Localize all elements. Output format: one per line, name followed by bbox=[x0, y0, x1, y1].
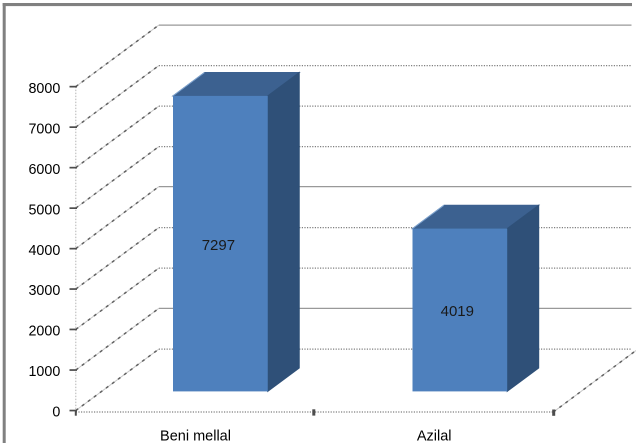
svg-text:5000: 5000 bbox=[28, 202, 60, 218]
svg-text:0: 0 bbox=[52, 405, 60, 421]
svg-text:2000: 2000 bbox=[28, 324, 60, 340]
svg-text:8000: 8000 bbox=[28, 81, 60, 97]
svg-text:6000: 6000 bbox=[28, 162, 60, 178]
svg-text:4019: 4019 bbox=[441, 303, 474, 320]
svg-text:4000: 4000 bbox=[28, 243, 60, 259]
svg-text:3000: 3000 bbox=[28, 283, 60, 299]
svg-text:Beni mellal: Beni mellal bbox=[160, 429, 231, 443]
svg-text:1000: 1000 bbox=[28, 364, 60, 380]
svg-text:7297: 7297 bbox=[202, 237, 235, 254]
svg-text:7000: 7000 bbox=[28, 121, 60, 137]
svg-text:Azilal: Azilal bbox=[417, 429, 452, 443]
